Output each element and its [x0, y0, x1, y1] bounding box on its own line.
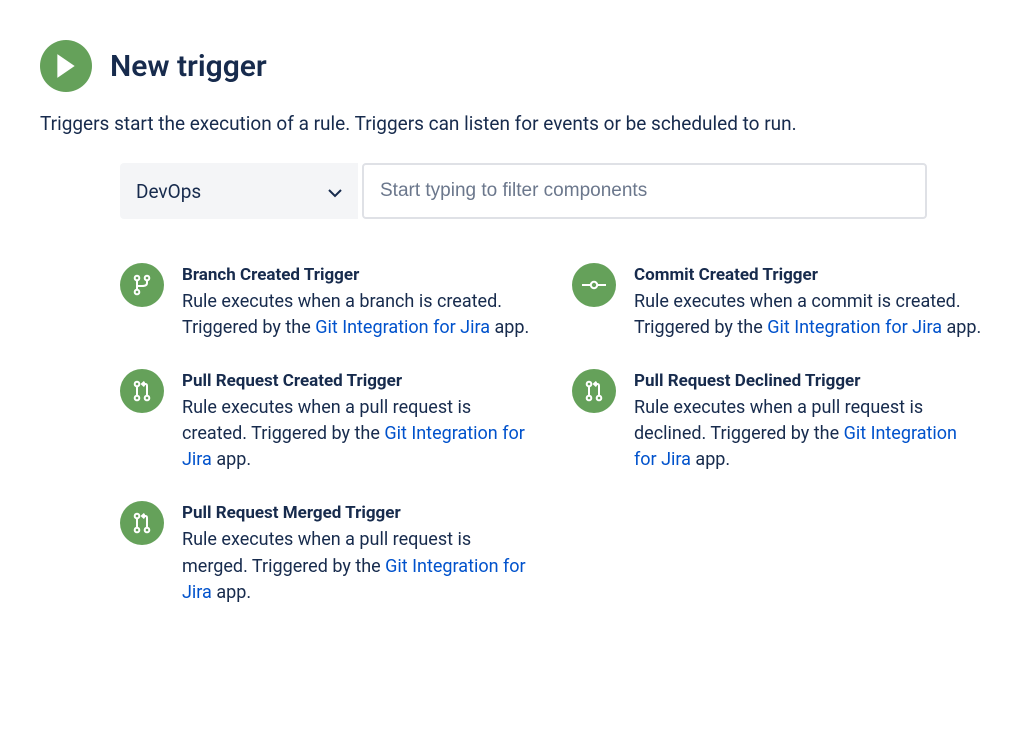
branch-icon — [120, 263, 164, 307]
page-title: New trigger — [110, 49, 267, 84]
play-icon — [40, 40, 92, 92]
trigger-desc-after: app. — [212, 449, 251, 470]
git-integration-link[interactable]: Git Integration for Jira — [315, 317, 490, 338]
trigger-desc-after: app. — [212, 582, 251, 603]
page-subtitle: Triggers start the execution of a rule. … — [40, 112, 984, 135]
trigger-description: Rule executes when a branch is created. … — [182, 289, 532, 341]
filter-input[interactable] — [362, 163, 927, 219]
pr-icon — [120, 369, 164, 413]
trigger-item[interactable]: Branch Created Trigger Rule executes when… — [120, 263, 532, 341]
trigger-desc-after: app. — [691, 449, 730, 470]
trigger-item[interactable]: Pull Request Declined Trigger Rule execut… — [572, 369, 984, 473]
trigger-text: Branch Created Trigger Rule executes when… — [182, 263, 532, 341]
page-header: New trigger — [40, 40, 984, 92]
trigger-text: Pull Request Declined Trigger Rule execut… — [634, 369, 984, 473]
trigger-item[interactable]: Commit Created Trigger Rule executes when… — [572, 263, 984, 341]
trigger-title: Pull Request Merged Trigger — [182, 503, 532, 523]
trigger-description: Rule executes when a commit is created. … — [634, 289, 984, 341]
trigger-desc-after: app. — [942, 317, 981, 338]
git-integration-link[interactable]: Git Integration for Jira — [767, 317, 942, 338]
trigger-title: Pull Request Declined Trigger — [634, 371, 984, 391]
trigger-text: Pull Request Merged Trigger Rule executes… — [182, 501, 532, 605]
trigger-text: Pull Request Created Trigger Rule execute… — [182, 369, 532, 473]
pr-icon — [120, 501, 164, 545]
trigger-description: Rule executes when a pull request is dec… — [634, 395, 984, 473]
commit-icon — [572, 263, 616, 307]
trigger-item[interactable]: Pull Request Created Trigger Rule execute… — [120, 369, 532, 473]
trigger-title: Pull Request Created Trigger — [182, 371, 532, 391]
trigger-grid: Branch Created Trigger Rule executes when… — [120, 263, 984, 606]
filter-controls: DevOps — [120, 163, 984, 219]
pr-icon — [572, 369, 616, 413]
trigger-desc-after: app. — [490, 317, 529, 338]
trigger-item[interactable]: Pull Request Merged Trigger Rule executes… — [120, 501, 532, 605]
trigger-text: Commit Created Trigger Rule executes when… — [634, 263, 984, 341]
category-select[interactable]: DevOps — [120, 163, 358, 219]
trigger-description: Rule executes when a pull request is cre… — [182, 395, 532, 473]
trigger-title: Branch Created Trigger — [182, 265, 532, 285]
trigger-description: Rule executes when a pull request is mer… — [182, 527, 532, 605]
trigger-title: Commit Created Trigger — [634, 265, 984, 285]
chevron-down-icon — [328, 180, 342, 203]
category-select-value: DevOps — [136, 180, 201, 203]
